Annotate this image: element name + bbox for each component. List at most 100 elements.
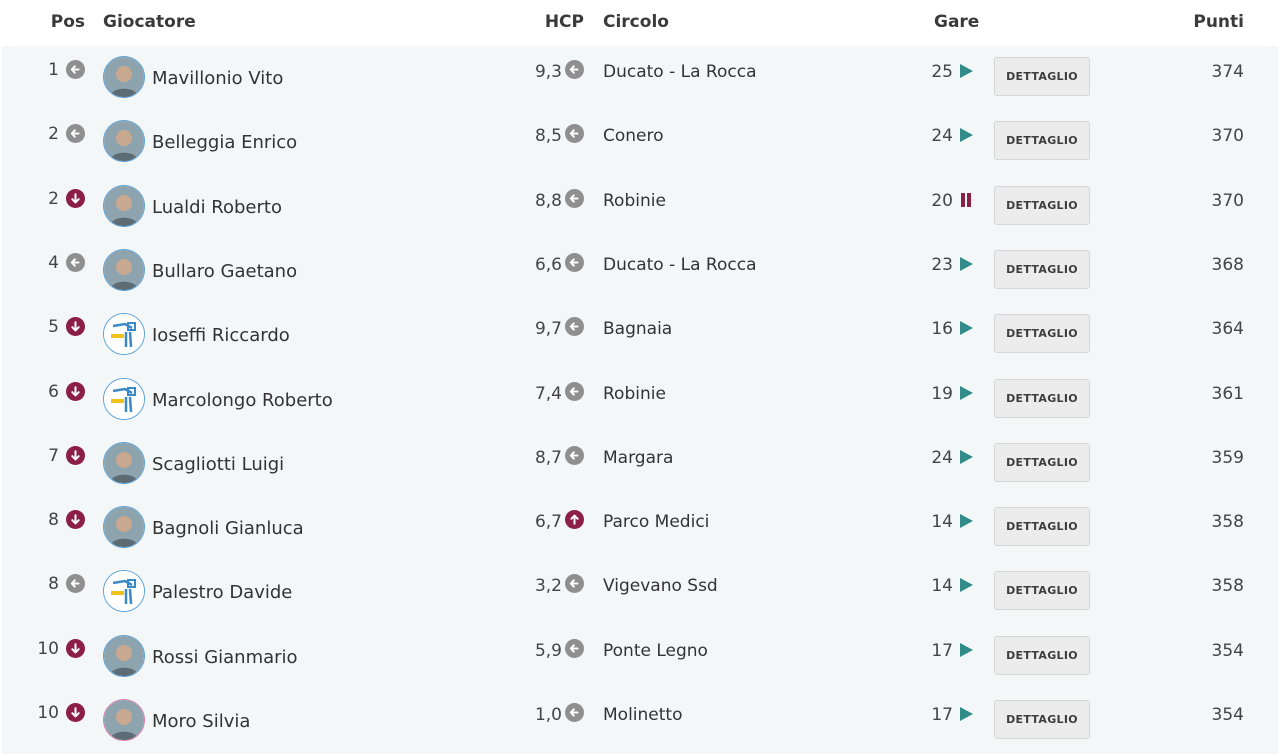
races-count: 25 bbox=[931, 62, 953, 82]
races-count: 24 bbox=[931, 447, 953, 468]
header-points[interactable]: Punti bbox=[1193, 12, 1244, 32]
golfer-logo-icon[interactable] bbox=[103, 377, 145, 420]
player-name[interactable]: Scagliotti Luigi bbox=[152, 453, 285, 475]
handicap-value: 3,2 bbox=[534, 576, 562, 597]
play-icon[interactable] bbox=[958, 63, 974, 79]
player-avatar[interactable] bbox=[103, 184, 145, 227]
handicap-trend-arrow-left-icon bbox=[565, 703, 584, 722]
points-value: 364 bbox=[1211, 319, 1244, 340]
position-trend-arrow-down-icon bbox=[66, 703, 85, 722]
player-avatar[interactable] bbox=[103, 56, 145, 98]
header-hcp[interactable]: HCP bbox=[544, 12, 584, 32]
position-trend-arrow-left-icon bbox=[66, 252, 85, 272]
position-number: 10 bbox=[37, 703, 59, 723]
handicap-value: 7,4 bbox=[534, 383, 562, 404]
races-count: 14 bbox=[931, 576, 953, 597]
detail-button[interactable]: DETTAGLIO bbox=[994, 700, 1090, 739]
detail-button[interactable]: DETTAGLIO bbox=[994, 571, 1090, 611]
detail-button[interactable]: DETTAGLIO bbox=[994, 442, 1090, 482]
player-name[interactable]: Bullaro Gaetano bbox=[152, 260, 298, 282]
golfer-logo-icon[interactable] bbox=[103, 570, 145, 613]
points-value: 370 bbox=[1211, 190, 1244, 211]
handicap-value: 1,0 bbox=[534, 705, 562, 725]
table-row: 10 Rossi Gianmario 5,9 Ponte Legno 17 DETTAGL… bbox=[2, 625, 1278, 689]
table-header: Pos Giocatore HCP Circolo Gare Punti bbox=[0, 0, 1280, 46]
header-races[interactable]: Gare bbox=[934, 12, 980, 32]
play-icon[interactable] bbox=[958, 513, 974, 529]
player-avatar[interactable] bbox=[103, 441, 145, 484]
player-avatar[interactable] bbox=[103, 248, 145, 291]
header-club[interactable]: Circolo bbox=[603, 12, 669, 32]
table-row: 8 Palestro Davide 3,2 Vigevano Ssd 14 DETTAGL… bbox=[2, 560, 1278, 624]
handicap-value: 8,8 bbox=[534, 190, 562, 211]
play-icon[interactable] bbox=[958, 385, 974, 401]
club-name: Margara bbox=[603, 447, 674, 468]
races-count: 17 bbox=[931, 705, 953, 725]
handicap-trend-arrow-left-icon bbox=[565, 252, 584, 272]
club-name: Ducato - La Rocca bbox=[603, 62, 757, 82]
position-trend-arrow-down-icon bbox=[66, 445, 85, 465]
detail-button[interactable]: DETTAGLIO bbox=[994, 185, 1090, 225]
handicap-trend-arrow-left-icon bbox=[565, 381, 584, 401]
play-icon[interactable] bbox=[958, 642, 974, 658]
position-number: 8 bbox=[48, 510, 59, 531]
position-trend-arrow-down-icon bbox=[66, 317, 85, 337]
play-icon[interactable] bbox=[958, 256, 974, 272]
table-row: 2 Belleggia Enrico 8,5 Conero 24 DETTAGLIO 370 bbox=[2, 110, 1278, 174]
player-name[interactable]: Lualdi Roberto bbox=[152, 196, 282, 218]
pause-icon[interactable] bbox=[958, 192, 974, 208]
club-name: Parco Medici bbox=[603, 512, 710, 533]
player-name[interactable]: Marcolongo Roberto bbox=[152, 389, 333, 411]
detail-button[interactable]: DETTAGLIO bbox=[994, 378, 1090, 418]
player-avatar[interactable] bbox=[103, 634, 145, 677]
detail-button[interactable]: DETTAGLIO bbox=[994, 635, 1090, 675]
club-name: Vigevano Ssd bbox=[603, 576, 718, 597]
club-name: Robinie bbox=[603, 383, 666, 404]
club-name: Ducato - La Rocca bbox=[603, 254, 757, 275]
player-name[interactable]: Moro Silvia bbox=[152, 711, 251, 732]
detail-button[interactable]: DETTAGLIO bbox=[994, 57, 1090, 96]
player-name[interactable]: Ioseffi Riccardo bbox=[152, 325, 290, 347]
handicap-trend-arrow-left-icon bbox=[565, 638, 584, 658]
table-row: 1 Mavillonio Vito 9,3 Ducato - La Rocca 25 DE… bbox=[2, 46, 1278, 110]
player-avatar[interactable] bbox=[103, 699, 145, 741]
detail-button[interactable]: DETTAGLIO bbox=[994, 507, 1090, 547]
position-trend-arrow-down-icon bbox=[66, 381, 85, 401]
club-name: Molinetto bbox=[603, 705, 683, 725]
play-icon[interactable] bbox=[958, 320, 974, 336]
header-player[interactable]: Giocatore bbox=[103, 12, 196, 32]
header-pos[interactable]: Pos bbox=[50, 12, 85, 32]
club-name: Bagnaia bbox=[603, 319, 673, 340]
play-icon[interactable] bbox=[958, 449, 974, 465]
player-name[interactable]: Rossi Gianmario bbox=[152, 646, 298, 668]
handicap-value: 6,6 bbox=[534, 254, 562, 275]
position-trend-arrow-left-icon bbox=[66, 124, 85, 144]
player-name[interactable]: Palestro Davide bbox=[152, 582, 293, 604]
position-number: 5 bbox=[48, 317, 59, 338]
handicap-value: 6,7 bbox=[534, 512, 562, 533]
detail-button[interactable]: DETTAGLIO bbox=[994, 314, 1090, 354]
points-value: 359 bbox=[1211, 447, 1244, 468]
handicap-value: 5,9 bbox=[534, 640, 562, 661]
player-avatar[interactable] bbox=[103, 120, 145, 163]
table-row: 7 Scagliotti Luigi 8,7 Margara 24 DETTAGLIO 35… bbox=[2, 432, 1278, 496]
play-icon[interactable] bbox=[958, 577, 974, 593]
points-value: 361 bbox=[1211, 383, 1244, 404]
player-name[interactable]: Belleggia Enrico bbox=[152, 132, 298, 154]
player-avatar[interactable] bbox=[103, 506, 145, 549]
points-value: 354 bbox=[1211, 640, 1244, 661]
play-icon[interactable] bbox=[958, 127, 974, 143]
position-number: 10 bbox=[37, 638, 59, 659]
golfer-logo-icon[interactable] bbox=[103, 313, 145, 356]
detail-button[interactable]: DETTAGLIO bbox=[994, 121, 1090, 161]
points-value: 374 bbox=[1211, 62, 1244, 82]
races-count: 14 bbox=[931, 512, 953, 533]
play-icon[interactable] bbox=[958, 706, 974, 722]
detail-button[interactable]: DETTAGLIO bbox=[994, 249, 1090, 289]
club-name: Robinie bbox=[603, 190, 666, 211]
points-value: 370 bbox=[1211, 126, 1244, 147]
player-name[interactable]: Bagnoli Gianluca bbox=[152, 518, 304, 540]
position-number: 4 bbox=[48, 252, 59, 273]
player-name[interactable]: Mavillonio Vito bbox=[152, 68, 284, 89]
